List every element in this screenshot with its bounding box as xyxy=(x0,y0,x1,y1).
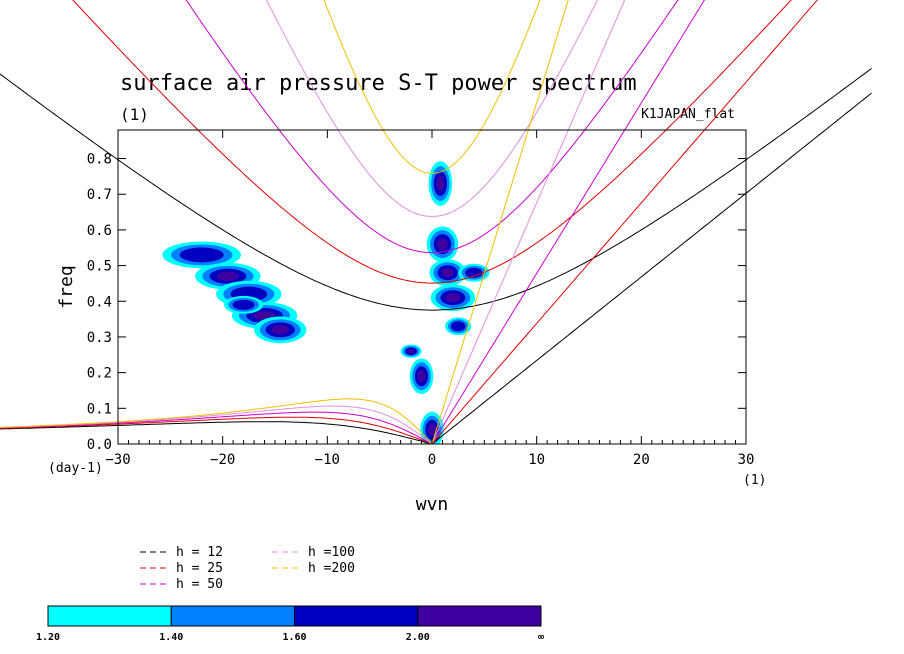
power-blob-1-level-3 xyxy=(216,271,240,281)
y-tick-label: 0.6 xyxy=(87,223,112,239)
power-blob-11-level-3 xyxy=(441,268,454,278)
x-tick-label: −30 xyxy=(105,452,130,468)
x-tick-label: −20 xyxy=(210,452,235,468)
power-blob-9-level-3 xyxy=(436,175,445,192)
colorbar-swatch xyxy=(170,605,295,627)
x-axis-label: wvn xyxy=(416,494,449,515)
power-contours xyxy=(162,161,490,444)
rossby-curve-h12 xyxy=(0,421,433,445)
kelvin-curve-h50 xyxy=(431,0,706,445)
gravity-curve-h200 xyxy=(323,0,541,174)
rossby-curve-h200 xyxy=(0,398,433,445)
y-tick-label: 0.7 xyxy=(87,187,112,203)
power-blob-10-level-3 xyxy=(437,238,448,251)
y-tick-label: 0.2 xyxy=(87,366,112,382)
legend-label: h = 25 xyxy=(176,561,223,576)
kelvin-curve-h200 xyxy=(431,0,569,445)
colorbar-label: 2.00 xyxy=(406,632,430,643)
colorbar-label: 1.60 xyxy=(282,632,306,643)
legend-label: h = 12 xyxy=(176,545,223,560)
y-unit-label: (day-1) xyxy=(48,461,103,476)
chart-title: surface air pressure S-T power spectrum xyxy=(120,71,637,96)
x-tick-label: 0 xyxy=(428,452,436,468)
y-tick-label: 0.0 xyxy=(87,437,112,453)
colorbar-label: ∞ xyxy=(538,632,544,643)
colorbar-swatch xyxy=(294,605,419,627)
kelvin-curve-h25 xyxy=(431,0,818,445)
legend-label: h =200 xyxy=(308,561,355,576)
legend-label: h =100 xyxy=(308,545,355,560)
y-axis-label: freq xyxy=(56,265,77,308)
x-tick-label: 30 xyxy=(738,452,755,468)
gravity-curve-h100 xyxy=(265,0,598,217)
x-unit-label: (1) xyxy=(743,473,766,488)
colorbar-label: 1.40 xyxy=(159,632,183,643)
x-tick-label: 20 xyxy=(633,452,650,468)
y-tick-label: 0.5 xyxy=(87,259,112,275)
x-axis: −30 −20 −10 0 10 20 30 xyxy=(105,130,754,468)
chart-subtitle-left: (1) xyxy=(120,105,149,124)
gravity-curve-h50 xyxy=(185,0,679,254)
y-axis: 0.0 0.1 0.2 0.3 0.4 0.5 0.6 0.7 0.8 xyxy=(87,152,746,453)
legend-label: h = 50 xyxy=(176,577,223,592)
colorbar: 1.20 1.40 1.60 2.00 ∞ xyxy=(36,605,544,643)
power-blob-4-level-3 xyxy=(271,325,290,335)
colorbar-label: 1.20 xyxy=(36,632,60,643)
rossby-curve-h25 xyxy=(0,416,433,445)
colorbar-swatch xyxy=(417,605,542,627)
power-blob-13-level-2 xyxy=(465,267,483,278)
rossby-curve-h50 xyxy=(0,411,433,445)
power-blob-6-level-3 xyxy=(407,348,415,354)
kelvin-curve-h12 xyxy=(431,92,872,445)
x-tick-label: 10 xyxy=(528,452,545,468)
gravity-curve-h25 xyxy=(72,0,792,284)
power-blob-5-level-2 xyxy=(232,299,255,310)
x-tick-label: −10 xyxy=(315,452,340,468)
y-tick-label: 0.1 xyxy=(87,401,112,417)
y-tick-label: 0.4 xyxy=(87,294,112,310)
power-blob-8-level-3 xyxy=(427,423,437,436)
colorbar-swatch xyxy=(47,605,172,627)
power-blob-7-level-3 xyxy=(417,370,426,383)
power-blob-12-level-3 xyxy=(445,293,461,303)
power-blob-14-level-2 xyxy=(450,321,466,332)
dispersion-curves xyxy=(0,0,872,445)
y-tick-label: 0.8 xyxy=(87,152,112,168)
chart-subtitle-right: K1JAPAN_flat xyxy=(641,107,735,122)
kelvin-curve-h100 xyxy=(431,0,626,445)
power-blob-0-level-2 xyxy=(179,247,224,263)
gravity-curve-h12 xyxy=(0,67,872,311)
y-tick-label: 0.3 xyxy=(87,330,112,346)
